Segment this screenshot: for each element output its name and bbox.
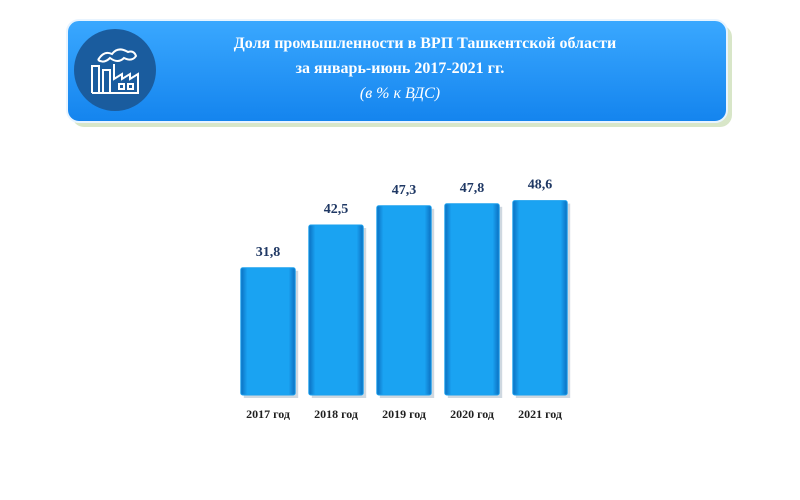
chart-title: за январь-июнь 2017-2021 гг. — [296, 60, 505, 77]
x-tick-label: 2021 год — [518, 407, 562, 421]
x-tick-label: 2019 год — [382, 407, 426, 421]
value-label: 31,8 — [256, 245, 281, 260]
value-label: 47,3 — [392, 183, 417, 198]
x-tick-label: 2018 год — [314, 407, 358, 421]
value-label: 42,5 — [324, 202, 349, 217]
bar — [240, 267, 296, 396]
banner — [66, 19, 728, 123]
bar — [444, 203, 500, 396]
value-label: 48,6 — [528, 178, 553, 193]
factory-icon — [74, 29, 156, 111]
bar — [376, 205, 432, 396]
chart-title: Доля промышленности в ВРП Ташкентской об… — [234, 35, 616, 52]
value-label: 47,8 — [460, 181, 485, 196]
chart-subtitle: (в % к ВДС) — [360, 85, 440, 102]
x-tick-label: 2017 год — [246, 407, 290, 421]
x-tick-label: 2020 год — [450, 407, 494, 421]
bar — [512, 200, 568, 396]
bar — [308, 224, 364, 396]
